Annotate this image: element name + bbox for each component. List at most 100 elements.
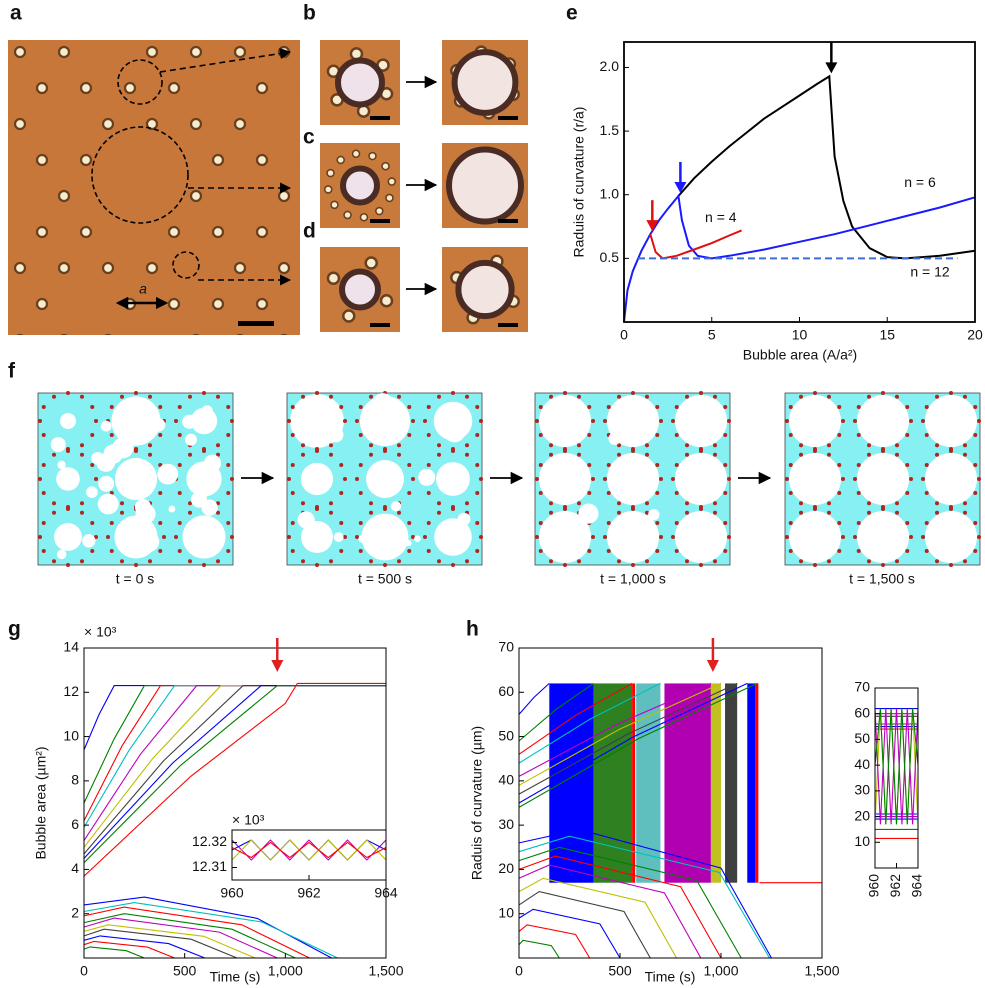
pillar <box>355 419 359 423</box>
pillar <box>857 463 861 467</box>
pillar <box>723 549 727 553</box>
pillar <box>353 150 360 157</box>
pillar <box>713 559 717 563</box>
pillar <box>549 511 553 515</box>
micrograph-a <box>8 40 355 345</box>
oscillation-band <box>725 683 737 882</box>
pillar <box>675 521 679 525</box>
pillar <box>813 563 817 567</box>
pillar <box>799 453 803 457</box>
pillar <box>465 453 469 457</box>
bubble <box>168 506 175 513</box>
pillar <box>329 443 333 447</box>
bubble <box>578 504 598 524</box>
bubble <box>98 494 119 515</box>
x-axis-label: Bubble area (A/a²) <box>743 347 857 363</box>
pillar <box>279 263 289 273</box>
pillar <box>437 501 441 505</box>
pillar <box>52 501 56 505</box>
pillar <box>359 549 363 553</box>
pillar <box>475 521 479 525</box>
series-line <box>519 892 650 958</box>
y-tick-label: 6 <box>71 816 79 832</box>
y-tick-label: 12.31 <box>192 858 227 874</box>
pillar <box>158 405 162 409</box>
pillar <box>837 405 841 409</box>
pillar <box>563 507 567 511</box>
pillar <box>549 501 553 505</box>
x-tick-label: 500 <box>608 963 632 979</box>
pillar <box>587 491 591 495</box>
pillar <box>539 521 543 525</box>
pillar <box>191 119 201 129</box>
pillar <box>671 477 675 481</box>
pillar <box>645 453 649 457</box>
bubble <box>192 410 211 429</box>
bubble <box>54 523 82 551</box>
pillar <box>867 443 871 447</box>
pillar <box>535 535 539 539</box>
pillar <box>713 395 717 399</box>
pillar <box>257 227 267 237</box>
pillar <box>369 153 376 160</box>
pillar <box>675 463 679 467</box>
pillar <box>257 155 267 165</box>
pillar <box>174 419 178 423</box>
pillar <box>120 559 124 563</box>
pillar <box>813 449 817 453</box>
pillar <box>52 453 56 457</box>
pillar <box>301 155 311 165</box>
pillar <box>785 535 789 539</box>
bubble <box>362 514 409 561</box>
panel-letter: a <box>10 2 22 25</box>
pillar <box>15 119 25 129</box>
pillar <box>631 449 635 453</box>
pillar <box>789 491 793 495</box>
y-tick-label: 10 <box>63 727 79 743</box>
pillar <box>148 443 152 447</box>
pillar <box>42 521 46 525</box>
bubble <box>342 272 378 308</box>
bubble <box>132 463 141 472</box>
pillar <box>837 463 841 467</box>
bubble <box>458 263 511 316</box>
pillar <box>675 491 679 495</box>
pillar <box>827 453 831 457</box>
pillar <box>397 443 401 447</box>
scale-bar <box>498 219 518 223</box>
bubble <box>366 460 404 498</box>
pillar <box>539 433 543 437</box>
bubble <box>51 437 66 452</box>
pillar <box>655 491 659 495</box>
pillar <box>963 511 967 515</box>
pillar <box>841 477 845 481</box>
pillar <box>291 549 295 553</box>
bubble <box>57 550 67 560</box>
pillar <box>66 507 70 511</box>
pillar <box>475 433 479 437</box>
pillar <box>226 433 230 437</box>
pillar <box>905 405 909 409</box>
pillar <box>37 83 47 93</box>
pillar <box>977 535 981 539</box>
pillar <box>685 559 689 563</box>
pillar <box>94 419 98 423</box>
y-axis-label: Raduis of curvature (µm) <box>469 726 485 880</box>
pillar <box>655 521 659 525</box>
pillar <box>355 535 359 539</box>
pillar <box>437 559 441 563</box>
pillar <box>325 186 332 193</box>
pillar <box>315 391 319 395</box>
pillar <box>827 559 831 563</box>
bubble <box>136 504 156 524</box>
pillar <box>857 521 861 525</box>
pillar <box>287 419 291 423</box>
figure: a b c d e f g h a t = 0 s t = 500 s t = … <box>0 0 985 988</box>
pillar <box>169 299 179 309</box>
pillar <box>685 511 689 515</box>
pillar <box>427 433 431 437</box>
pillar <box>607 549 611 553</box>
pillar <box>935 511 939 515</box>
bubble <box>139 531 160 552</box>
pillar <box>42 433 46 437</box>
